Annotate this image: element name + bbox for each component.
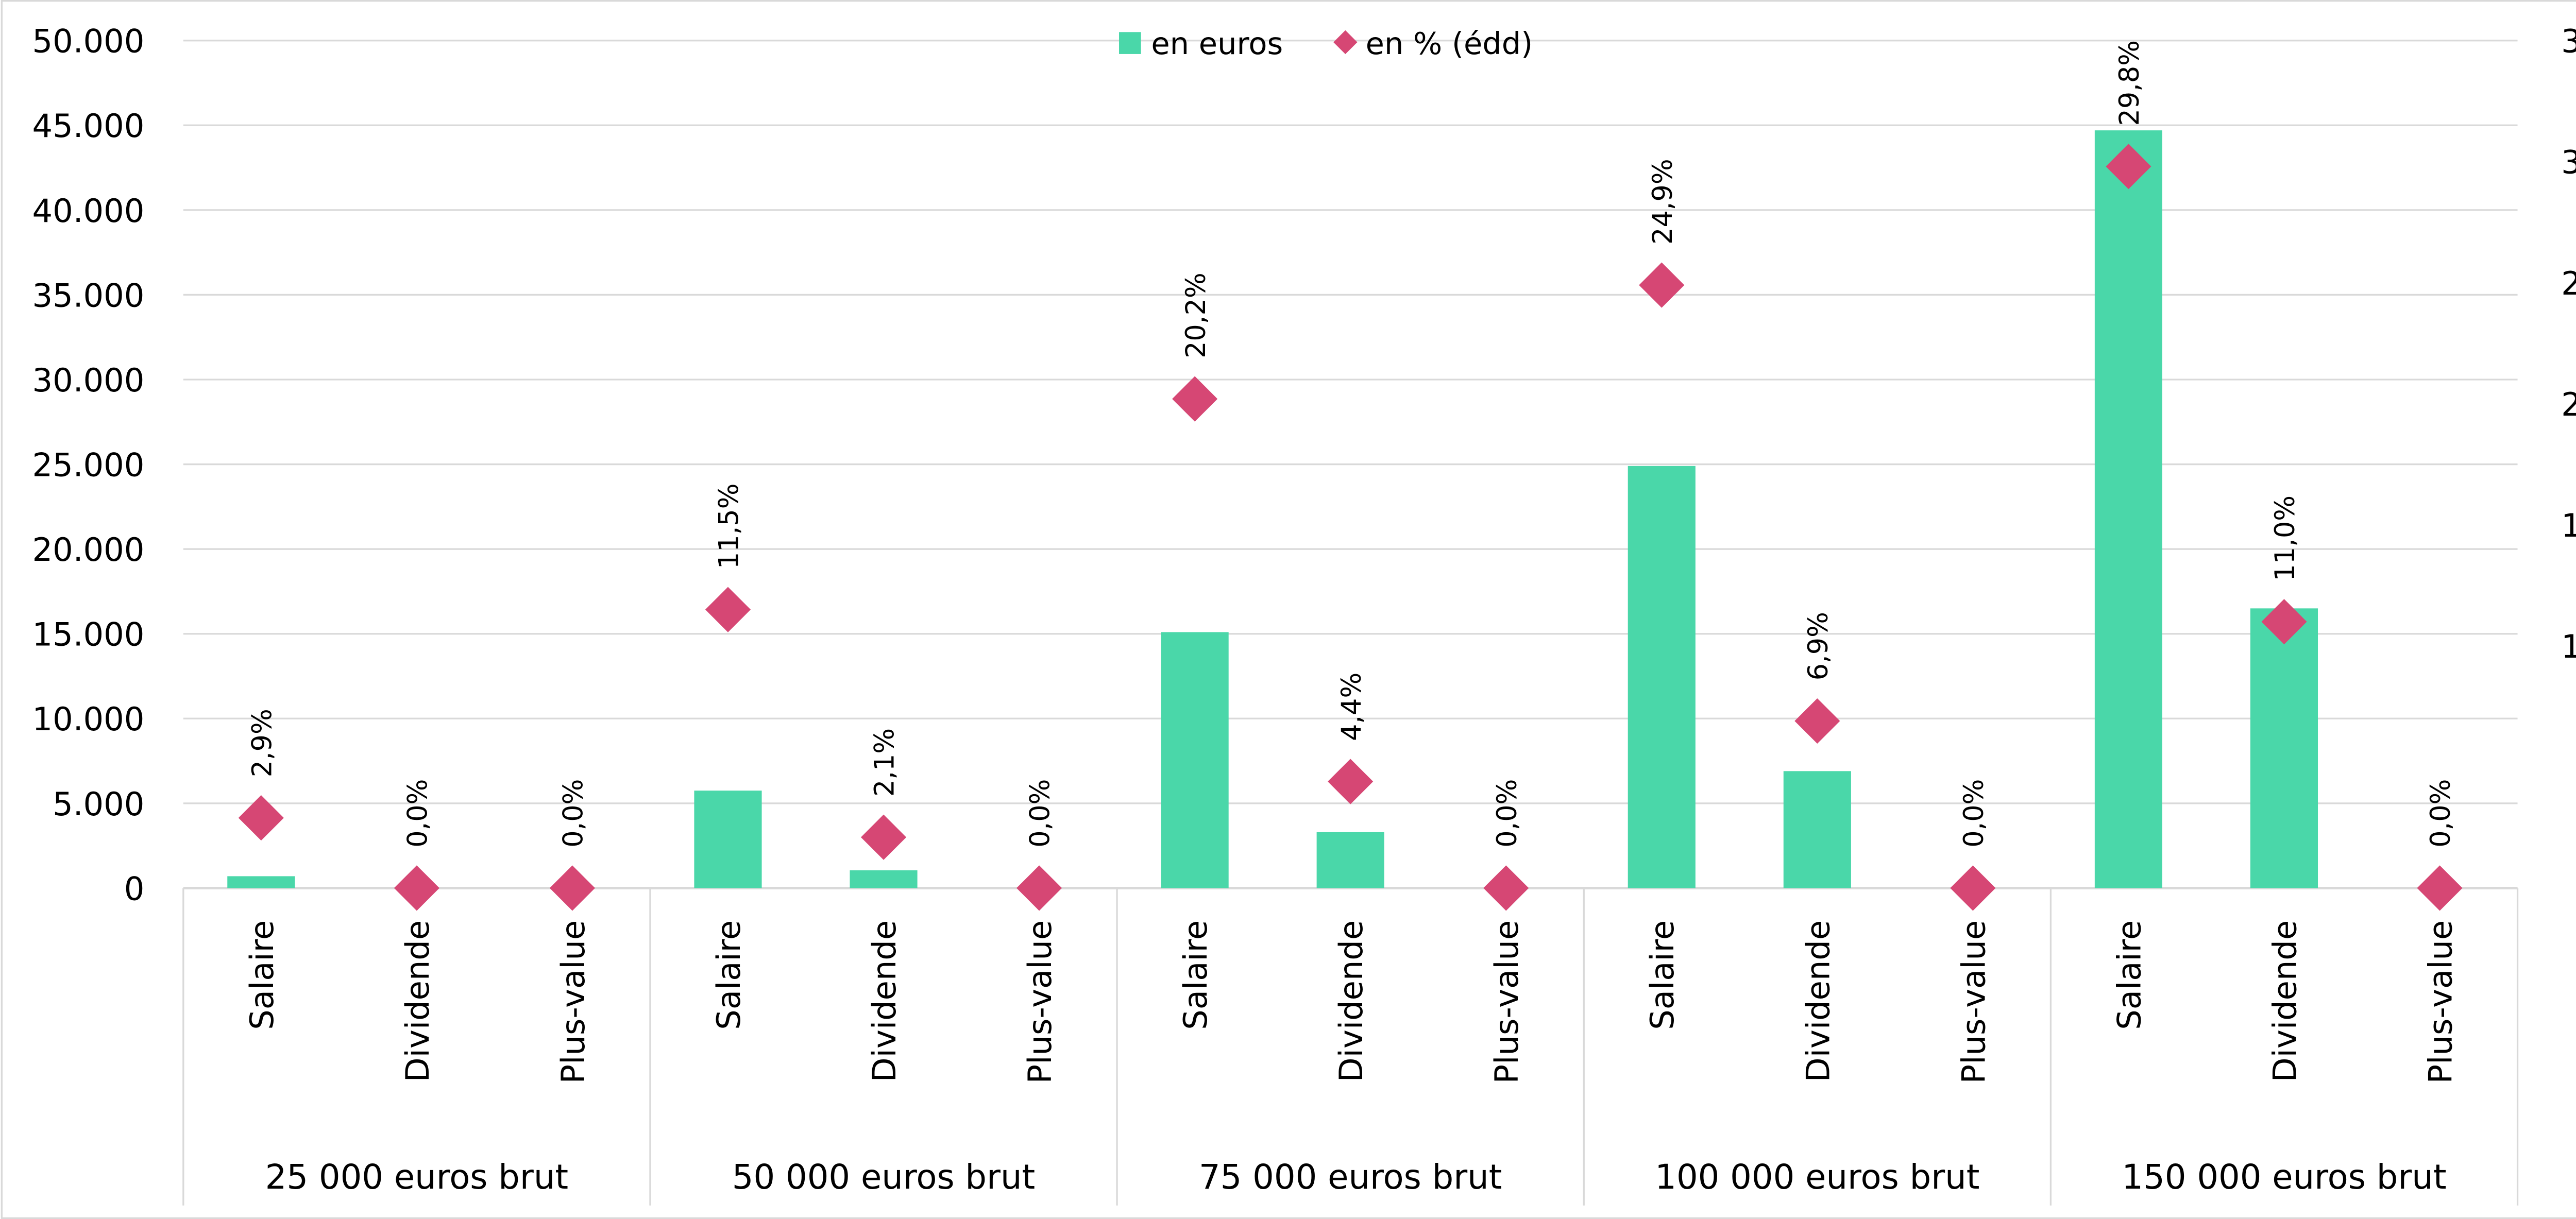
category-label: Dividende [2266,920,2303,1083]
left-tick-label: 30.000 [32,362,145,399]
left-tick-label: 45.000 [32,107,145,145]
legend-label-euros: en euros [1151,26,1283,61]
category-label: Plus-value [1021,920,1059,1084]
data-label-percent: 20,2% [1180,272,1212,358]
left-tick-label: 15.000 [32,616,145,654]
bars [227,130,2318,888]
data-label-percent: 0,0% [1492,779,1523,848]
category-label: Dividende [866,920,903,1083]
gridlines [183,40,2518,889]
group-label: 75 000 euros brut [1199,1158,1502,1197]
data-label-percent: 29,8% [2114,40,2145,126]
point-percent [1483,865,1529,911]
left-tick-label: 50.000 [32,23,145,60]
group-label: 25 000 euros brut [265,1158,568,1197]
point-percent [2417,865,2463,911]
category-label: Salaire [1643,920,1681,1030]
left-tick-label: 5.000 [53,785,144,823]
bar-euros [227,876,295,888]
category-label: Plus-value [1488,920,1526,1084]
left-tick-label: 40.000 [32,192,145,230]
data-label-percent: 0,0% [558,779,589,848]
bar-euros [2094,130,2162,888]
category-label: Plus-value [554,920,592,1084]
data-label-percent: 0,0% [402,779,434,848]
data-label-percent: 2,1% [869,728,901,797]
category-label: Salaire [710,920,748,1030]
data-label-percent: 2,9% [247,709,278,777]
bar-euros [1316,832,1384,888]
left-tick-label: 20.000 [32,531,145,569]
legend-label-percent: en % (édd) [1366,26,1533,61]
category-label: Salaire [243,920,281,1030]
category-label: Salaire [1177,920,1214,1030]
group-label: 100 000 euros brut [1655,1158,1979,1197]
bar-euros [694,791,762,888]
bar-euros [2250,608,2318,888]
right-tick-label: 15% [2561,507,2576,544]
right-tick-label: 10% [2561,628,2576,665]
left-tick-label: 25.000 [32,447,145,484]
right-tick-label: 35% [2561,23,2576,60]
category-label: Plus-value [1955,920,1992,1084]
group-label: 150 000 euros brut [2122,1158,2446,1197]
labels: 2,9% 0,0% 0,0% 11,5% 2,1% 0,0% 20,2% 4,4% 0,0% 24… [247,40,2457,848]
bar-euros [1783,771,1851,888]
data-label-percent: 0,0% [1958,779,1990,848]
left-tick-label: 35.000 [32,277,145,314]
axes: 0 5.000 10.000 15.000 20.000 25.000 30.000 35.0… [32,23,2576,1206]
point-percent [1016,865,1062,911]
data-label-percent: 4,4% [1336,673,1367,741]
category-label: Dividende [399,920,436,1083]
left-tick-label: 10.000 [32,700,145,738]
right-tick-label: 25% [2561,265,2576,302]
data-label-percent: 11,5% [714,483,745,569]
point-percent [1950,865,1996,911]
data-label-percent: 24,9% [1647,159,1679,245]
bar-euros [1161,632,1229,888]
legend-swatch-euros [1119,32,1141,54]
category-label: Dividende [1332,920,1370,1083]
group-label: 50 000 euros brut [732,1158,1035,1197]
bar-euros [1628,466,1696,888]
data-label-percent: 6,9% [1803,612,1834,680]
category-label: Dividende [1799,920,1837,1083]
category-label: Salaire [2110,920,2148,1030]
data-label-percent: 0,0% [2425,779,2456,848]
point-percent [1328,759,1374,804]
right-tick-label: 30% [2561,144,2576,181]
point-percent [1639,262,1685,308]
left-tick-label: 0 [124,870,145,907]
data-label-percent: 0,0% [1025,779,1056,848]
bar-euros [850,870,918,888]
right-tick-label: 20% [2561,386,2576,423]
point-percent [705,587,751,632]
legend: en euros en % (édd) [1119,26,1533,61]
category-label: Plus-value [2421,920,2459,1084]
data-label-percent: 11,0% [2269,495,2301,581]
